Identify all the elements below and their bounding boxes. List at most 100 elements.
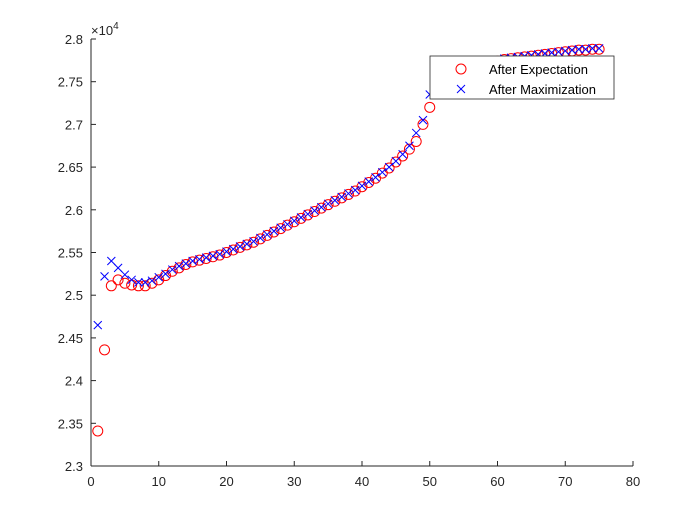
maximization-point bbox=[222, 247, 231, 256]
maximization-point bbox=[350, 185, 360, 195]
legend-maximization-marker bbox=[456, 84, 466, 94]
maximization-point bbox=[242, 239, 252, 249]
expectation-point bbox=[200, 252, 212, 264]
maximization-point bbox=[262, 230, 272, 239]
legend-expectation-marker bbox=[455, 63, 467, 75]
maximization-point bbox=[134, 278, 143, 287]
x-tick-label: 60 bbox=[490, 474, 504, 489]
maximization-point bbox=[377, 167, 387, 177]
expectation-point bbox=[166, 265, 178, 277]
maximization-point bbox=[113, 263, 123, 273]
y-tick-label: 2.65 bbox=[58, 160, 83, 175]
expectation-point bbox=[315, 202, 327, 214]
maximization-point bbox=[93, 320, 103, 330]
expectation-point bbox=[112, 274, 124, 286]
expectation-point bbox=[383, 162, 395, 174]
expectation-point bbox=[397, 150, 409, 162]
y-exponent-label: ×104 bbox=[91, 21, 119, 38]
maximization-point bbox=[120, 270, 130, 280]
maximization-point bbox=[411, 128, 421, 138]
maximization-point bbox=[364, 177, 374, 186]
maximization-point bbox=[195, 254, 204, 264]
maximization-point bbox=[398, 149, 408, 159]
y-tick-label: 2.8 bbox=[65, 32, 83, 47]
maximization-point bbox=[371, 172, 380, 182]
x-tick-label: 30 bbox=[287, 474, 301, 489]
expectation-point bbox=[139, 280, 151, 292]
maximization-point bbox=[296, 213, 306, 222]
x-tick-label: 80 bbox=[626, 474, 640, 489]
maximization-point bbox=[303, 209, 313, 219]
expectation-point bbox=[132, 280, 144, 292]
maximization-point bbox=[418, 115, 428, 125]
maximization-point bbox=[174, 261, 184, 271]
maximization-point bbox=[289, 216, 299, 226]
maximization-point bbox=[161, 269, 170, 279]
maximization-point bbox=[323, 199, 333, 209]
expectation-point bbox=[105, 280, 117, 292]
maximization-point bbox=[106, 256, 116, 266]
y-tick-label: 2.55 bbox=[58, 246, 83, 261]
expectation-point bbox=[342, 188, 354, 200]
maximization-point bbox=[357, 181, 367, 191]
maximization-point bbox=[147, 276, 157, 286]
maximization-point bbox=[587, 44, 597, 53]
maximization-point bbox=[100, 272, 109, 281]
expectation-point bbox=[329, 195, 341, 207]
maximization-point bbox=[140, 278, 150, 287]
y-tick-label: 2.6 bbox=[65, 203, 83, 218]
maximization-point bbox=[276, 223, 286, 233]
expectation-point bbox=[254, 233, 266, 245]
y-ticks: 2.3 2.35 2.4 2.45 2.5 2.55 2.6 2.65 2.7 2.75 2.8 bbox=[58, 32, 96, 474]
maximization-point bbox=[167, 265, 177, 274]
maximization-point bbox=[215, 249, 225, 259]
expectation-point bbox=[288, 216, 300, 228]
maximization-point bbox=[384, 162, 394, 172]
maximization-point bbox=[256, 233, 265, 243]
maximization-point bbox=[235, 242, 245, 251]
x-ticks: 0 10 20 30 40 50 60 70 80 bbox=[87, 461, 640, 489]
expectation-point bbox=[207, 251, 219, 263]
expectation-point bbox=[410, 135, 422, 147]
expectation-point bbox=[336, 192, 348, 204]
legend: After Expectation After Maximization bbox=[429, 55, 615, 100]
expectation-point bbox=[403, 143, 415, 155]
y-tick-label: 2.45 bbox=[58, 331, 83, 346]
maximization-point bbox=[310, 206, 319, 216]
x-tick-label: 40 bbox=[355, 474, 369, 489]
maximization-point bbox=[574, 44, 584, 54]
expectation-point bbox=[322, 199, 334, 211]
x-tick-label: 50 bbox=[423, 474, 437, 489]
x-tick-label: 20 bbox=[219, 474, 233, 489]
expectation-point bbox=[193, 254, 205, 266]
expectation-point bbox=[281, 219, 293, 231]
maximization-point bbox=[269, 226, 279, 236]
maximization-point bbox=[188, 256, 197, 266]
x-tick-label: 70 bbox=[558, 474, 572, 489]
expectation-point bbox=[593, 43, 605, 55]
plot-area bbox=[91, 39, 633, 466]
expectation-point bbox=[146, 277, 158, 289]
maximization-point bbox=[127, 275, 137, 285]
expectation-point bbox=[119, 277, 131, 289]
expectation-point bbox=[302, 209, 314, 221]
x-tick-label: 0 bbox=[87, 474, 94, 489]
expectation-point bbox=[214, 249, 226, 261]
maximization-point bbox=[201, 253, 211, 262]
expectation-point bbox=[261, 229, 273, 241]
legend-expectation-label: After Expectation bbox=[489, 62, 588, 77]
maximization-point bbox=[337, 192, 347, 202]
legend-maximization-label: After Maximization bbox=[489, 82, 596, 97]
maximization-point bbox=[330, 196, 340, 205]
y-tick-label: 2.35 bbox=[58, 416, 83, 431]
y-tick-label: 2.5 bbox=[65, 288, 83, 303]
maximization-point bbox=[228, 244, 238, 254]
maximization-point bbox=[181, 259, 191, 268]
expectation-point bbox=[92, 425, 104, 437]
expectation-point bbox=[390, 156, 402, 168]
x-tick-label: 10 bbox=[152, 474, 166, 489]
maximization-point bbox=[208, 251, 218, 261]
expectation-point bbox=[309, 206, 321, 218]
